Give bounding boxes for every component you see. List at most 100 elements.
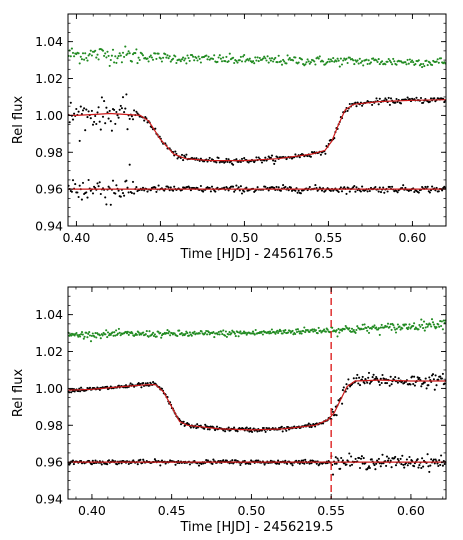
data-point-residuals	[97, 185, 100, 188]
data-point-residuals	[428, 470, 431, 473]
data-point-comparison-star	[297, 330, 300, 333]
data-point-comparison-star	[261, 333, 264, 336]
data-point-target	[97, 106, 100, 109]
data-point-residuals	[439, 463, 442, 466]
data-point-comparison-star	[335, 329, 338, 332]
data-point-comparison-star	[257, 60, 260, 63]
data-point-residuals	[197, 464, 201, 467]
data-point-target	[80, 386, 83, 389]
data-point-comparison-star	[361, 323, 364, 326]
data-point-target	[331, 410, 335, 413]
data-point-residuals	[379, 465, 382, 468]
data-point-comparison-star	[412, 61, 415, 64]
data-point-comparison-star	[118, 331, 121, 334]
data-point-comparison-star	[124, 45, 127, 48]
data-point-residuals	[355, 186, 358, 189]
data-point-comparison-star	[206, 58, 209, 61]
data-point-residuals	[376, 459, 379, 462]
data-point-comparison-star	[394, 328, 397, 331]
data-point-target	[260, 161, 264, 164]
y-tick-label: 1.00	[35, 108, 63, 123]
data-point-target	[375, 97, 378, 100]
data-point-target	[383, 378, 386, 381]
data-point-comparison-star	[178, 58, 181, 61]
data-point-target	[361, 104, 364, 107]
data-point-comparison-star	[218, 54, 221, 57]
data-point-comparison-star	[404, 61, 407, 64]
data-point-comparison-star	[126, 52, 129, 55]
data-point-residuals	[299, 192, 302, 195]
data-point-residuals	[284, 459, 287, 462]
data-point-target	[77, 390, 80, 393]
data-point-comparison-star	[393, 326, 396, 329]
data-point-target	[224, 430, 227, 433]
data-point-residuals	[188, 186, 191, 189]
data-point-comparison-star	[346, 61, 349, 65]
data-point-comparison-star	[391, 63, 394, 66]
data-point-target	[123, 111, 126, 114]
data-point-comparison-star	[123, 55, 126, 58]
data-point-residuals	[348, 190, 351, 193]
data-point-comparison-star	[186, 332, 189, 335]
data-point-target	[424, 377, 427, 380]
data-point-comparison-star	[77, 335, 80, 338]
data-point-comparison-star	[190, 54, 194, 57]
data-point-target	[441, 372, 444, 375]
data-point-target	[319, 153, 322, 156]
data-point-target	[354, 101, 357, 104]
data-point-comparison-star	[276, 61, 279, 64]
data-point-comparison-star	[213, 54, 216, 57]
data-point-comparison-star	[319, 329, 322, 332]
data-point-comparison-star	[439, 57, 443, 60]
data-point-residuals	[131, 180, 135, 183]
data-point-comparison-star	[408, 58, 411, 61]
data-point-comparison-star	[104, 52, 107, 55]
data-point-residuals	[333, 462, 336, 465]
data-point-comparison-star	[172, 57, 175, 60]
data-point-residuals	[284, 185, 287, 188]
data-point-residuals	[389, 459, 392, 462]
data-point-comparison-star	[274, 56, 277, 59]
data-point-comparison-star	[235, 59, 238, 63]
data-point-comparison-star	[121, 51, 125, 54]
data-point-comparison-star	[140, 52, 143, 55]
data-point-target	[90, 109, 93, 112]
data-point-target	[253, 161, 256, 164]
data-point-target	[124, 107, 127, 110]
data-point-comparison-star	[350, 327, 354, 330]
y-tick-label: 0.96	[35, 455, 63, 470]
data-point-residuals	[130, 191, 133, 195]
data-point-comparison-star	[297, 61, 300, 64]
data-point-comparison-star	[300, 58, 304, 61]
data-point-residuals	[337, 190, 340, 194]
data-point-comparison-star	[224, 60, 227, 63]
data-point-target	[420, 385, 423, 388]
data-point-comparison-star	[162, 56, 165, 59]
data-point-comparison-star	[352, 59, 355, 62]
data-point-comparison-star	[147, 335, 150, 338]
data-point-comparison-star	[104, 333, 107, 336]
data-point-target	[106, 111, 109, 114]
data-point-residuals	[249, 462, 252, 466]
data-point-comparison-star	[222, 56, 225, 59]
data-point-comparison-star	[343, 328, 346, 331]
data-point-comparison-star	[284, 329, 287, 332]
data-point-target	[115, 110, 118, 114]
data-point-comparison-star	[255, 59, 258, 62]
data-point-target	[154, 127, 157, 130]
data-point-comparison-star	[322, 60, 325, 63]
data-point-residuals	[136, 463, 139, 466]
data-point-residuals	[85, 191, 88, 194]
data-point-comparison-star	[220, 330, 223, 333]
data-point-comparison-star	[225, 55, 228, 58]
data-point-residuals	[114, 192, 117, 195]
data-point-comparison-star	[119, 334, 122, 337]
data-point-comparison-star	[277, 54, 280, 57]
data-point-comparison-star	[178, 329, 181, 332]
data-point-comparison-star	[153, 333, 156, 336]
data-point-comparison-star	[360, 328, 363, 331]
data-point-residuals	[426, 453, 429, 456]
data-point-comparison-star	[195, 56, 198, 60]
data-point-comparison-star	[115, 61, 118, 64]
data-point-target	[84, 129, 87, 132]
